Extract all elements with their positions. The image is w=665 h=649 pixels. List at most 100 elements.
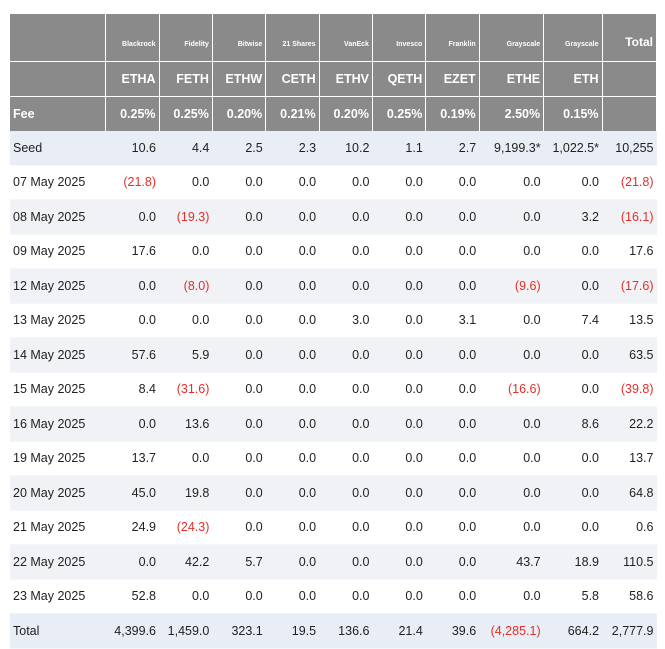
table-row: 23 May 2025 52.8 0.0 0.0 0.0 0.0 0.0 0.0 0.0 5.8 5… [10, 579, 657, 614]
flow-cell: 0.0 [319, 475, 373, 510]
flow-cell: 0.0 [425, 544, 480, 579]
flow-cell: 0.0 [458, 382, 477, 397]
flow-cell: 0.0 [543, 475, 603, 510]
ticker-header: ETHE [479, 61, 545, 97]
table-row: 09 May 2025 17.6 0.0 0.0 0.0 0.0 0.0 0.0 0.0 0.0 1… [10, 234, 657, 269]
flow-cell: 136.6 [319, 613, 373, 648]
ticker-header: ETHA [105, 61, 160, 97]
row-total-cell: 10,255 [602, 131, 657, 165]
flow-cell: 0.0 [245, 589, 263, 604]
flow-cell: 0.0 [265, 475, 320, 510]
ticker-header: CETH [265, 61, 320, 97]
flow-cell: 0.0 [523, 589, 541, 604]
flow-cell: 19.8 [159, 475, 213, 510]
flow-cell: 0.0 [105, 406, 160, 441]
flow-cell: 0.0 [138, 313, 157, 328]
flow-cell: 0.0 [352, 520, 370, 535]
table-row: 14 May 2025 57.6 5.9 0.0 0.0 0.0 0.0 0.0 0.0 0.0 6… [10, 337, 657, 372]
row-total-cell: (21.8) [620, 175, 654, 190]
flow-cell: 0.0 [352, 451, 370, 466]
flow-cell: 0.0 [523, 244, 541, 259]
fee-value: 0.25% [372, 96, 427, 131]
seed-row: Seed 10.6 4.4 2.5 2.3 10.2 1.1 2.7 9,199.3* 1,022… [10, 131, 657, 165]
flow-cell: 0.0 [425, 199, 480, 234]
flow-cell: 1,459.0 [159, 613, 213, 648]
flow-cell: 0.0 [405, 313, 423, 328]
issuer-header: Franklin [425, 14, 480, 62]
flow-cell: 0.0 [298, 313, 317, 328]
fee-value: 0.20% [319, 96, 373, 131]
flow-cell: 0.0 [319, 337, 373, 372]
flow-cell: 0.0 [265, 268, 320, 303]
row-label: Seed [10, 131, 106, 165]
flow-cell: (21.8) [123, 175, 157, 190]
fee-value: 0.19% [425, 96, 480, 131]
row-total-cell: 64.8 [602, 475, 657, 510]
flow-cell: 0.0 [523, 451, 541, 466]
flow-cell: 0.0 [352, 175, 370, 190]
flow-cell: 0.0 [479, 406, 544, 441]
flow-cell: 0.0 [405, 589, 423, 604]
etf-flows-table: Blackrock Fidelity Bitwise 21 Shares Van… [10, 14, 658, 649]
flow-cell: 0.0 [581, 244, 600, 259]
table-row: 12 May 2025 0.0 (8.0) 0.0 0.0 0.0 0.0 0.0 (9.6) 0… [10, 268, 657, 303]
flow-cell: (31.6) [176, 382, 210, 397]
flow-cell: 0.0 [352, 589, 370, 604]
flow-cell: 0.0 [319, 406, 373, 441]
flow-cell: 0.0 [191, 589, 210, 604]
flow-cell: 0.0 [245, 313, 263, 328]
flow-cell: 0.0 [105, 268, 160, 303]
flow-cell: 0.0 [372, 544, 426, 579]
flow-cell: 0.0 [405, 175, 423, 190]
fee-row: Fee 0.25% 0.25% 0.20% 0.21% 0.20% 0.25% … [10, 96, 658, 131]
ticker-header: ETHW [212, 61, 267, 97]
flow-cell: 0.0 [191, 313, 210, 328]
row-label: 22 May 2025 [10, 544, 106, 579]
flow-cell: 3.1 [458, 313, 477, 328]
flow-cell: 2.7 [425, 131, 480, 165]
flow-cell: 0.0 [265, 199, 320, 234]
flow-cell: 0.0 [105, 544, 160, 579]
row-label: 23 May 2025 [13, 589, 86, 604]
flow-cell: 0.0 [543, 337, 603, 372]
flow-cell: 0.0 [458, 520, 477, 535]
flow-cell: 0.0 [581, 520, 600, 535]
flow-cell: 0.0 [245, 244, 263, 259]
total-header: Total [602, 14, 658, 62]
flow-cell: 0.0 [479, 199, 544, 234]
table-row: 21 May 2025 24.9 (24.3) 0.0 0.0 0.0 0.0 0.0 0.0 0… [10, 510, 657, 545]
flow-cell: 0.0 [372, 199, 426, 234]
ticker-header: ETH [543, 61, 603, 97]
row-total-cell: 13.7 [629, 451, 654, 466]
fee-value: 0.25% [105, 96, 160, 131]
flow-cell: 5.7 [212, 544, 266, 579]
flow-cell: 0.0 [372, 406, 426, 441]
flow-cell: 0.0 [265, 406, 320, 441]
flow-cell: 0.0 [298, 451, 317, 466]
row-total-cell: 58.6 [629, 589, 654, 604]
flow-cell: 8.4 [138, 382, 157, 397]
flow-cell: 0.0 [581, 382, 600, 397]
fee-value: 0.20% [212, 96, 267, 131]
issuer-header: Invesco [372, 14, 427, 62]
row-total-cell: 0.6 [636, 520, 654, 535]
flow-cell: 57.6 [105, 337, 160, 372]
issuer-header: Fidelity [159, 14, 213, 62]
fee-total-cell [602, 96, 658, 131]
row-label: 12 May 2025 [10, 268, 106, 303]
ticker-header: ETHV [319, 61, 373, 97]
row-total-cell: 13.5 [629, 313, 654, 328]
flow-cell: 0.0 [458, 589, 477, 604]
row-total-cell: (39.8) [620, 382, 654, 397]
flow-cell: 3.2 [543, 199, 603, 234]
flow-cell: 0.0 [458, 451, 477, 466]
flow-cell: 0.0 [105, 199, 160, 234]
flow-cell: 0.0 [458, 175, 477, 190]
flow-cell: 0.0 [581, 175, 600, 190]
flow-cell: 5.9 [159, 337, 213, 372]
row-label: 21 May 2025 [13, 520, 86, 535]
flow-cell: 0.0 [425, 406, 480, 441]
table-row: 08 May 2025 0.0 (19.3) 0.0 0.0 0.0 0.0 0.0 0.0 3.… [10, 199, 657, 234]
flow-cell: 0.0 [352, 382, 370, 397]
flow-cell: 0.0 [212, 337, 266, 372]
